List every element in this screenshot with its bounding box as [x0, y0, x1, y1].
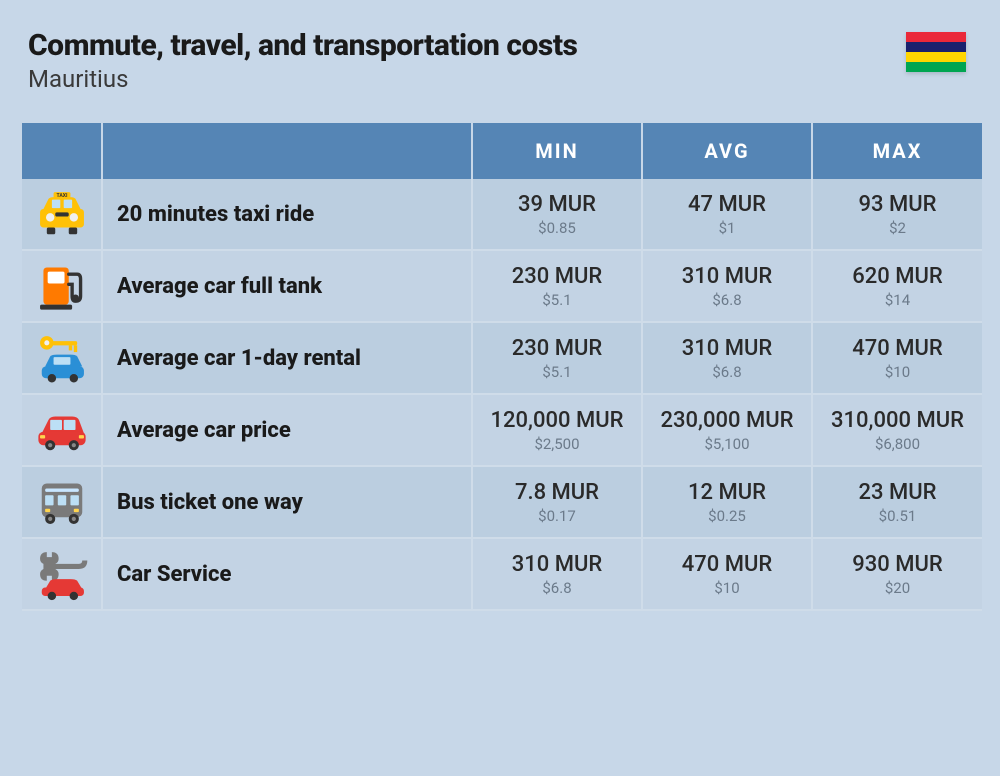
row-label: Average car 1-day rental: [102, 322, 472, 394]
bus-icon: [22, 466, 102, 538]
fuel-icon: [22, 250, 102, 322]
value-main: 470 MUR: [821, 336, 974, 361]
header-avg: AVG: [642, 123, 812, 179]
cell-min: 7.8 MUR $0.17: [472, 466, 642, 538]
page-header: Commute, travel, and transportation cost…: [22, 28, 978, 93]
value-main: 230 MUR: [481, 336, 633, 361]
value-main: 120,000 MUR: [481, 408, 633, 433]
value-sub: $0.85: [481, 219, 633, 237]
cell-max: 470 MUR $10: [812, 322, 982, 394]
cell-max: 930 MUR $20: [812, 538, 982, 610]
value-sub: $6.8: [651, 363, 803, 381]
table-row: Average car 1-day rental 230 MUR $5.1 310 M…: [22, 322, 982, 394]
value-main: 310 MUR: [481, 552, 633, 577]
row-label: Average car full tank: [102, 250, 472, 322]
cell-min: 230 MUR $5.1: [472, 322, 642, 394]
header-blank-label: [102, 123, 472, 179]
value-sub: $6.8: [651, 291, 803, 309]
value-sub: $14: [821, 291, 974, 309]
value-sub: $5,100: [651, 435, 803, 453]
cell-min: 39 MUR $0.85: [472, 179, 642, 250]
cell-avg: 470 MUR $10: [642, 538, 812, 610]
costs-table: MIN AVG MAX TAXI 20 minutes taxi ride39 …: [22, 123, 982, 611]
value-sub: $10: [821, 363, 974, 381]
header-blank-icon: [22, 123, 102, 179]
cell-avg: 12 MUR $0.25: [642, 466, 812, 538]
row-label: 20 minutes taxi ride: [102, 179, 472, 250]
cell-max: 310,000 MUR $6,800: [812, 394, 982, 466]
table-header-row: MIN AVG MAX: [22, 123, 982, 179]
cell-avg: 310 MUR $6.8: [642, 322, 812, 394]
value-sub: $0.51: [821, 507, 974, 525]
value-sub: $2: [821, 219, 974, 237]
cell-max: 23 MUR $0.51: [812, 466, 982, 538]
cell-min: 230 MUR $5.1: [472, 250, 642, 322]
value-sub: $5.1: [481, 291, 633, 309]
flag-stripe: [906, 32, 966, 42]
value-sub: $10: [651, 579, 803, 597]
cell-avg: 310 MUR $6.8: [642, 250, 812, 322]
row-label: Car Service: [102, 538, 472, 610]
table-row: Average car price 120,000 MUR $2,500 230,00…: [22, 394, 982, 466]
value-main: 23 MUR: [821, 480, 974, 505]
value-sub: $6,800: [821, 435, 974, 453]
taxi-icon: TAXI: [22, 179, 102, 250]
cell-max: 93 MUR $2: [812, 179, 982, 250]
value-main: 310 MUR: [651, 336, 803, 361]
value-main: 930 MUR: [821, 552, 974, 577]
cell-avg: 230,000 MUR $5,100: [642, 394, 812, 466]
table-row: Average car full tank 230 MUR $5.1 310 MUR $…: [22, 250, 982, 322]
value-main: 230,000 MUR: [651, 408, 803, 433]
flag-stripe: [906, 42, 966, 52]
mauritius-flag-icon: [906, 32, 966, 72]
value-main: 12 MUR: [651, 480, 803, 505]
flag-stripe: [906, 62, 966, 72]
value-main: 620 MUR: [821, 264, 974, 289]
table-row: TAXI 20 minutes taxi ride 39 MUR $0.85 47 M…: [22, 179, 982, 250]
header-max: MAX: [812, 123, 982, 179]
value-sub: $2,500: [481, 435, 633, 453]
page-title: Commute, travel, and transportation cost…: [28, 28, 577, 63]
row-label: Bus ticket one way: [102, 466, 472, 538]
value-main: 7.8 MUR: [481, 480, 633, 505]
value-sub: $20: [821, 579, 974, 597]
header-min: MIN: [472, 123, 642, 179]
cell-min: 310 MUR $6.8: [472, 538, 642, 610]
service-icon: [22, 538, 102, 610]
value-main: 39 MUR: [481, 192, 633, 217]
value-main: 93 MUR: [821, 192, 974, 217]
value-main: 230 MUR: [481, 264, 633, 289]
cell-max: 620 MUR $14: [812, 250, 982, 322]
page-subtitle: Mauritius: [28, 65, 577, 93]
table-row: Car Service 310 MUR $6.8 470 MUR $10 930 MUR $…: [22, 538, 982, 610]
value-main: 470 MUR: [651, 552, 803, 577]
row-label: Average car price: [102, 394, 472, 466]
car-icon: [22, 394, 102, 466]
value-main: 310,000 MUR: [821, 408, 974, 433]
value-main: 310 MUR: [651, 264, 803, 289]
flag-stripe: [906, 52, 966, 62]
cell-min: 120,000 MUR $2,500: [472, 394, 642, 466]
value-sub: $0.25: [651, 507, 803, 525]
value-sub: $5.1: [481, 363, 633, 381]
cell-avg: 47 MUR $1: [642, 179, 812, 250]
rental-icon: [22, 322, 102, 394]
value-sub: $6.8: [481, 579, 633, 597]
header-text: Commute, travel, and transportation cost…: [28, 28, 577, 93]
value-sub: $1: [651, 219, 803, 237]
value-sub: $0.17: [481, 507, 633, 525]
value-main: 47 MUR: [651, 192, 803, 217]
table-row: Bus ticket one way 7.8 MUR $0.17 12 MUR $0.2…: [22, 466, 982, 538]
